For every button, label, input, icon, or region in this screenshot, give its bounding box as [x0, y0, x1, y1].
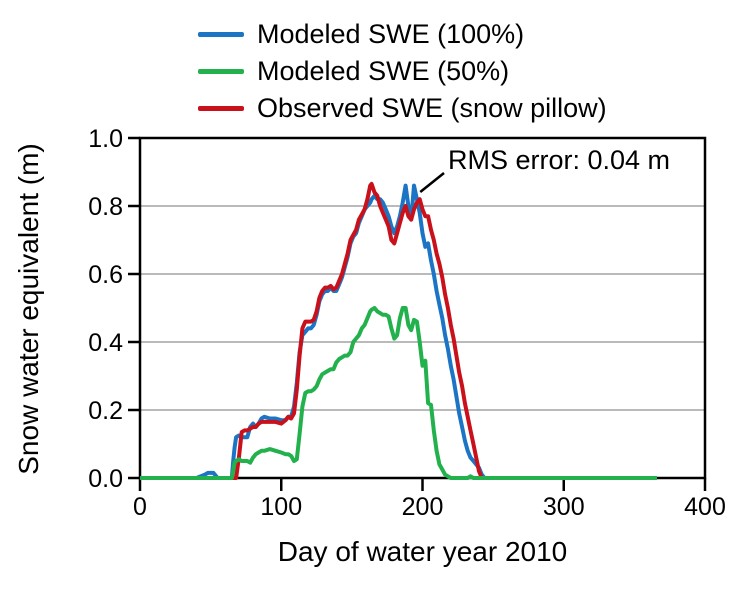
legend-label-modeled-50: Modeled SWE (50%) — [257, 56, 510, 86]
rms-error-annotation: RMS error: 0.04 m — [446, 145, 673, 176]
y-tick-label-0.4: 0.4 — [88, 329, 123, 357]
legend-swatch-green-line-icon — [198, 69, 244, 74]
y-tick-label-1: 1.0 — [88, 125, 123, 153]
x-tick-label-200: 200 — [402, 493, 444, 521]
x-axis-title: Day of water year 2010 — [277, 536, 568, 567]
x-tick-label-400: 400 — [684, 493, 726, 521]
legend-item-observed: Observed SWE (snow pillow) — [198, 90, 607, 127]
y-tick-label-0.8: 0.8 — [88, 193, 123, 221]
legend-item-modeled-50: Modeled SWE (50%) — [198, 53, 607, 90]
annotation-leader-line — [419, 172, 445, 193]
y-tick-label-0.2: 0.2 — [88, 397, 123, 425]
y-tick-label-0.6: 0.6 — [88, 261, 123, 289]
y-tick-label-0: 0.0 — [88, 465, 123, 493]
legend-label-modeled-100: Modeled SWE (100%) — [257, 19, 525, 49]
x-tick-label-300: 300 — [543, 493, 585, 521]
legend-item-modeled-100: Modeled SWE (100%) — [198, 16, 607, 53]
legend-swatch-blue-line-icon — [198, 32, 244, 37]
legend-swatch-red-line-icon — [198, 106, 244, 111]
series-line-1 — [140, 306, 657, 480]
legend: Modeled SWE (100%) Modeled SWE (50%) Obs… — [198, 16, 607, 127]
legend-label-observed: Observed SWE (snow pillow) — [257, 93, 607, 123]
series-line-2 — [140, 181, 657, 480]
x-tick-label-0: 0 — [133, 493, 147, 521]
x-tick-label-100: 100 — [260, 493, 302, 521]
